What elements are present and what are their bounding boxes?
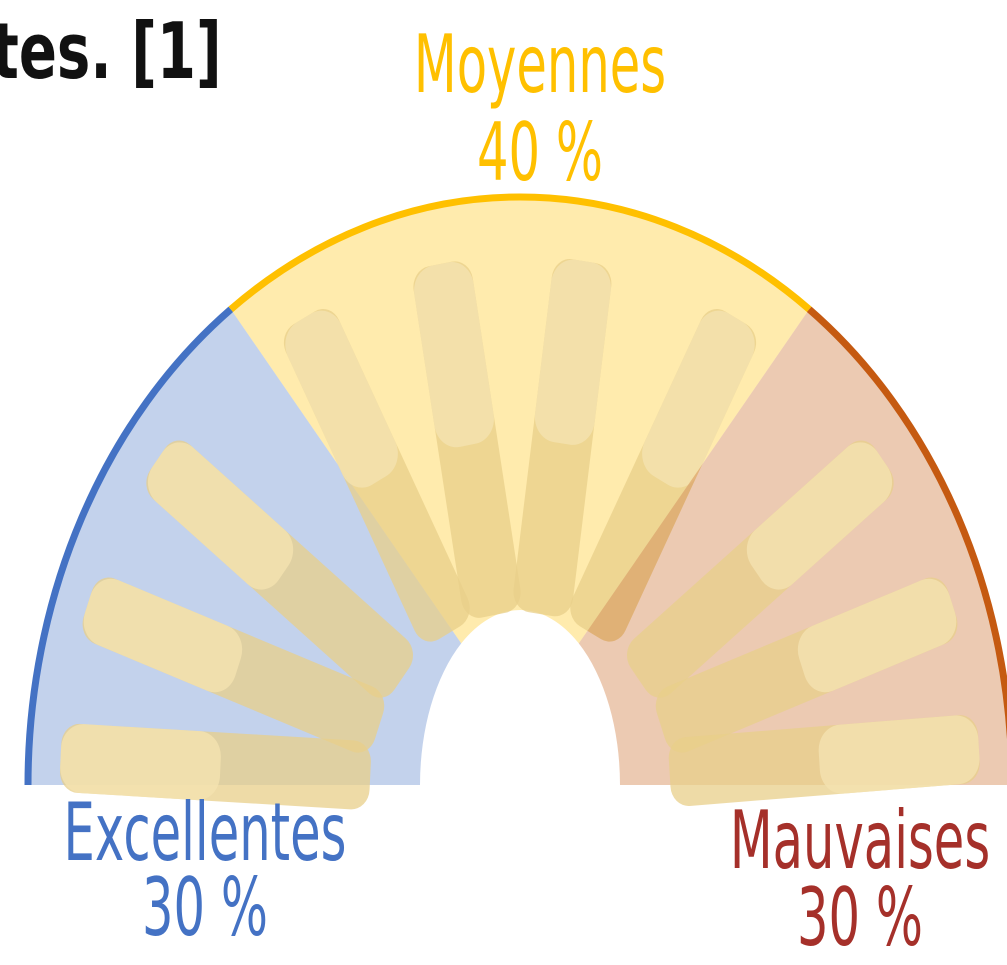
title-group: tes. [1]	[0, 7, 222, 98]
sector-arc	[228, 193, 812, 312]
reed	[655, 577, 958, 753]
sector-arc	[806, 306, 1007, 741]
label-group: Mauvaises	[730, 793, 990, 887]
category-label: Excellentes	[64, 785, 347, 879]
label-group: 40 %	[477, 105, 603, 199]
reed	[626, 440, 894, 698]
reed-tip	[147, 442, 294, 590]
reed-tip	[797, 578, 957, 693]
label-group: 30 %	[142, 860, 268, 954]
reed-tip	[746, 442, 893, 590]
sector-arc	[24, 306, 234, 786]
reed	[570, 309, 757, 642]
reeds	[283, 259, 757, 642]
label-group: Moyennes	[414, 17, 666, 111]
reed-tip	[642, 310, 755, 488]
reed	[413, 261, 521, 618]
label-group: Excellentes	[64, 785, 347, 879]
reed	[668, 715, 980, 806]
reed-tip	[83, 578, 243, 693]
reed	[82, 577, 385, 753]
reed-tip	[818, 715, 980, 794]
reeds	[626, 440, 980, 806]
reed-tip	[534, 259, 611, 445]
chart-title: tes. [1]	[0, 7, 222, 98]
label-group: 30 %	[797, 870, 923, 964]
reed	[59, 723, 371, 810]
reed	[283, 309, 470, 642]
reeds	[59, 440, 414, 810]
reed-tip	[414, 262, 494, 448]
value-label: 30 %	[797, 870, 923, 964]
value-label: 30 %	[142, 860, 268, 954]
category-label: Moyennes	[414, 17, 666, 111]
category-label: Mauvaises	[730, 793, 990, 887]
reed-tip	[285, 310, 398, 488]
reed-tip	[60, 724, 221, 801]
reed	[146, 440, 414, 698]
value-label: 40 %	[477, 105, 603, 199]
reed	[513, 259, 612, 617]
sector	[230, 197, 810, 644]
